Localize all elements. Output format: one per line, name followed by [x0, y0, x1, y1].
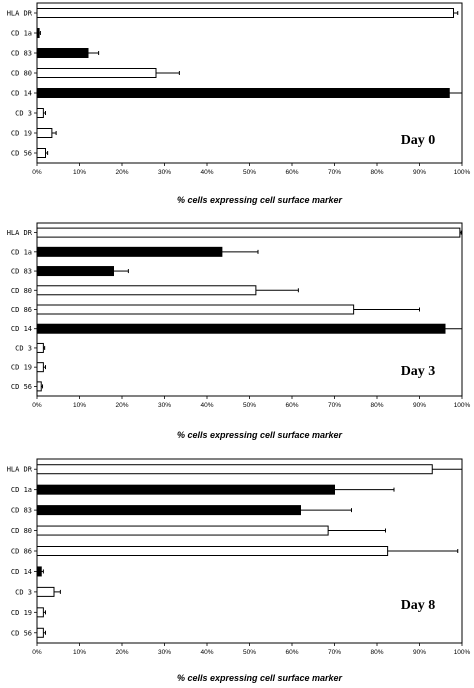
x-tick-label: 70% — [328, 402, 341, 409]
bar — [36, 525, 329, 536]
bar — [36, 546, 389, 556]
bar — [36, 304, 355, 315]
panel-day-label: Day 3 — [401, 364, 436, 379]
bar — [36, 342, 44, 353]
chart-panel-2: 0% 10% 20% 30% 40% 50% 60% 70% 80% 90% 100% HLA DR C… — [7, 222, 471, 440]
x-tick-label: 50% — [243, 649, 256, 656]
bar — [36, 246, 223, 257]
x-tick-label: 40% — [200, 169, 213, 176]
category-label: CD 14 — [11, 568, 32, 576]
category-label: CD 14 — [11, 325, 32, 333]
bar — [36, 108, 44, 118]
category-label: CD 1a — [11, 248, 32, 256]
x-tick-label: 90% — [413, 169, 426, 176]
x-axis-title: % cells expressing cell surface marker — [177, 195, 343, 205]
category-label: CD 86 — [11, 548, 32, 556]
category-label: HLA DR — [7, 229, 33, 237]
x-tick-label: 60% — [285, 169, 298, 176]
bar — [36, 68, 157, 78]
x-tick-label: 40% — [200, 649, 213, 656]
bar — [36, 28, 40, 38]
x-tick-label: 80% — [370, 402, 383, 409]
category-label: HLA DR — [7, 10, 33, 18]
x-tick-label: 60% — [285, 402, 298, 409]
bar — [36, 586, 55, 597]
category-label: HLA DR — [7, 466, 33, 474]
x-tick-label: 0% — [32, 649, 42, 656]
chart-panel-1: 0% 10% 20% 30% 40% 50% 60% 70% 80% 90% 100% HLA DR C… — [7, 2, 471, 205]
category-label: CD 19 — [11, 130, 32, 138]
x-tick-label: 70% — [328, 649, 341, 656]
bar — [36, 566, 42, 577]
category-label: CD 1a — [11, 30, 32, 38]
bar — [36, 381, 42, 392]
bar — [36, 88, 450, 98]
x-tick-label: 0% — [32, 402, 42, 409]
x-tick-label: 80% — [370, 649, 383, 656]
x-tick-label: 10% — [73, 402, 86, 409]
bar — [36, 285, 257, 296]
category-label: CD 1a — [11, 486, 32, 494]
category-label: CD 56 — [11, 629, 32, 637]
x-tick-label: 0% — [32, 169, 42, 176]
panel-day-label: Day 0 — [401, 133, 436, 148]
x-tick-label: 90% — [413, 402, 426, 409]
category-label: CD 80 — [11, 527, 32, 535]
x-tick-label: 80% — [370, 169, 383, 176]
x-tick-label: 20% — [115, 649, 128, 656]
panel-day-label: Day 8 — [401, 598, 436, 613]
x-tick-label: 60% — [285, 649, 298, 656]
x-axis-title: % cells expressing cell surface marker — [177, 430, 343, 440]
x-tick-label: 100% — [454, 649, 471, 656]
x-tick-label: 10% — [73, 649, 86, 656]
category-label: CD 56 — [11, 383, 32, 391]
bar — [36, 148, 46, 158]
x-tick-label: 40% — [200, 402, 213, 409]
x-tick-label: 70% — [328, 169, 341, 176]
category-label: CD 19 — [11, 364, 32, 372]
category-label: CD 83 — [11, 507, 32, 515]
category-label: CD 86 — [11, 306, 32, 314]
x-tick-label: 20% — [115, 169, 128, 176]
x-tick-label: 50% — [243, 402, 256, 409]
bar — [36, 505, 301, 516]
bar — [36, 464, 433, 475]
category-label: CD 3 — [15, 344, 32, 352]
x-tick-label: 30% — [158, 649, 171, 656]
category-label: CD 14 — [11, 90, 32, 98]
x-tick-label: 100% — [454, 169, 471, 176]
bar — [36, 8, 454, 18]
bar — [36, 627, 44, 638]
bar — [36, 607, 44, 618]
category-label: CD 56 — [11, 150, 32, 158]
x-tick-label: 20% — [115, 402, 128, 409]
bar — [36, 323, 446, 334]
bar — [36, 227, 461, 238]
bar — [36, 362, 44, 373]
x-tick-label: 90% — [413, 649, 426, 656]
category-label: CD 19 — [11, 609, 32, 617]
plot-frame — [36, 2, 463, 164]
bar — [36, 266, 114, 277]
category-label: CD 83 — [11, 50, 32, 58]
category-label: CD 3 — [15, 588, 32, 596]
x-tick-label: 10% — [73, 169, 86, 176]
x-tick-label: 50% — [243, 169, 256, 176]
bar — [36, 484, 335, 495]
bar — [36, 48, 89, 58]
chart-panel-3: 0% 10% 20% 30% 40% 50% 60% 70% 80% 90% 100% HLA DR C… — [7, 458, 471, 683]
x-tick-label: 30% — [158, 169, 171, 176]
x-tick-label: 100% — [454, 402, 471, 409]
category-label: CD 3 — [15, 110, 32, 118]
x-axis-title: % cells expressing cell surface marker — [177, 673, 343, 683]
category-label: CD 80 — [11, 70, 32, 78]
category-label: CD 83 — [11, 268, 32, 276]
category-label: CD 80 — [11, 287, 32, 295]
bar — [36, 128, 53, 138]
x-tick-label: 30% — [158, 402, 171, 409]
